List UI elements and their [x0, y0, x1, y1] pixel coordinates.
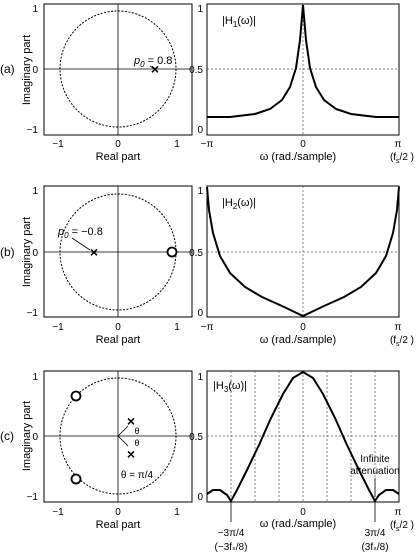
mag-xtick-a-mpi: −π [201, 139, 214, 150]
mag-ytick-c-1: 1 [197, 372, 203, 383]
row-label-c: (c) [0, 429, 14, 443]
pz-ylabel-a: Imaginary part [21, 35, 33, 105]
unit-circle-a [59, 10, 177, 128]
annotation-attenuation: attenuation [350, 466, 400, 477]
mag-title-b: |H2(ω)| [222, 197, 256, 211]
mag-ytick-b-0: 0 [197, 308, 203, 319]
pz-ytick-c-0: 0 [32, 432, 38, 443]
pz-xtick-b-m1: −1 [52, 322, 64, 333]
mag-xtick-c-0: 0 [300, 507, 306, 518]
mag-curve-a [207, 4, 399, 118]
mag-xtick-c-pi: π [395, 507, 402, 518]
pole-annotation-a: p0 = 0.8 [133, 55, 172, 69]
mag-fs-c: (fs/2 ) [390, 520, 414, 533]
unit-circle-c [59, 377, 177, 495]
mag-plot-a: |H1(ω)| 1 0.5 0 −π 0 π ω (rad./sample) (… [189, 3, 414, 165]
mag-ytick-c-05: 0.5 [189, 432, 203, 443]
theta-ray-lower [117, 435, 129, 447]
pz-ytick-a-m1: −1 [27, 125, 39, 136]
pz-xtick-b-0: 0 [115, 322, 121, 333]
zero-marker-c-lower [70, 473, 82, 485]
row-b: (b) × p0 = −0.8 1 0 −1 −1 0 1 Real part … [0, 185, 414, 348]
mag-ytick-a-05: 0.5 [189, 65, 203, 76]
pz-xtick-a-m1: −1 [52, 139, 64, 150]
mag-ytick-b-05: 0.5 [189, 248, 203, 259]
pz-xtick-c-0: 0 [115, 507, 121, 518]
mag-fs-b: (fs/2 ) [390, 335, 414, 348]
mag-plot-b: |H2(ω)| 1 0.5 0 −π 0 π ω (rad./sample) (… [189, 185, 414, 348]
row-a: (a) × p0 = 0.8 1 0 −1 −1 0 1 Real part I… [0, 3, 414, 165]
pz-ylabel-c: Imaginary part [21, 401, 33, 471]
mag-curve-c [206, 370, 400, 503]
theta-label-lower: θ [134, 438, 139, 448]
mag-grid-v-c [230, 371, 376, 502]
row-label-a: (a) [0, 62, 15, 76]
pz-xtick-a-1: 1 [174, 139, 180, 150]
right-mark: 3π/4 [365, 528, 386, 539]
mag-title-c: |H3(ω)| [213, 380, 247, 394]
pz-ytick-a-0: 0 [32, 65, 38, 76]
pole-arrow-a [149, 65, 154, 69]
mag-xtick-b-mpi: −π [201, 322, 214, 333]
pz-ytick-c-1: 1 [32, 372, 38, 383]
row-label-b: (b) [0, 245, 15, 259]
mag-plot-c: |H3(ω)| Infinite attenuation 1 0.5 0 0 ω… [189, 370, 414, 553]
annotation-infinite: Infinite [360, 454, 390, 465]
zero-marker-c-upper [70, 390, 82, 402]
pz-ylabel-b: Imaginary part [21, 217, 33, 287]
pz-plot-a: × p0 = 0.8 1 0 −1 −1 0 1 Real part Imagi… [21, 3, 193, 163]
zero-marker-b [166, 246, 178, 258]
mag-fs-a: (fs/2 ) [390, 152, 414, 165]
pole-marker-c-upper: × [127, 413, 135, 429]
pz-ytick-a-1: 1 [32, 4, 38, 15]
pz-xlabel-a: Real part [96, 151, 141, 163]
pz-plot-c: × × θ θ θ = π/4 1 0 −1 −1 0 1 Real part … [21, 370, 193, 531]
mag-title-a: |H1(ω)| [222, 15, 256, 29]
pole-arrow-b [71, 237, 91, 251]
mag-ytick-b-1: 1 [197, 186, 203, 197]
left-mark-fs: (−3fₛ/8) [215, 542, 248, 553]
pole-marker-c-lower: × [127, 446, 135, 462]
pz-ytick-b-0: 0 [32, 248, 38, 259]
pz-xtick-c-1: 1 [174, 507, 180, 518]
theta-ray-upper [117, 425, 129, 437]
pz-xtick-b-1: 1 [174, 322, 180, 333]
pz-ytick-b-1: 1 [32, 186, 38, 197]
mag-ytick-c-0: 0 [197, 492, 203, 503]
mag-xtick-a-pi: π [395, 139, 402, 150]
pz-ytick-b-m1: −1 [27, 308, 39, 319]
pole-marker-b: × [90, 244, 98, 260]
mag-curve-b [206, 186, 400, 318]
pole-annotation-b: p0 = −0.8 [57, 226, 103, 240]
mag-xtick-b-0: 0 [300, 322, 306, 333]
mag-ytick-a-0: 0 [197, 125, 203, 136]
pole-marker-a: × [151, 61, 159, 77]
row-c: (c) × × θ θ θ = π/4 1 0 −1 −1 0 1 Real p… [0, 370, 414, 553]
pz-xtick-a-0: 0 [115, 139, 121, 150]
right-mark-fs: (3fₛ/8) [361, 542, 388, 553]
mag-xlabel-c: ω (rad./sample) [260, 518, 336, 530]
theta-equation: θ = π/4 [121, 470, 154, 481]
mag-ytick-a-1: 1 [197, 4, 203, 15]
mag-xlabel-a: ω (rad./sample) [260, 151, 336, 163]
pz-xlabel-c: Real part [96, 519, 141, 531]
mag-xlabel-b: ω (rad./sample) [260, 334, 336, 346]
mag-xtick-b-pi: π [395, 322, 402, 333]
theta-label-upper: θ [134, 426, 139, 436]
mag-xtick-a-0: 0 [300, 139, 306, 150]
pz-xtick-c-m1: −1 [52, 507, 64, 518]
left-mark: −3π/4 [218, 528, 245, 539]
pz-plot-b: × p0 = −0.8 1 0 −1 −1 0 1 Real part Imag… [21, 185, 193, 346]
pz-ytick-c-m1: −1 [27, 492, 39, 503]
pz-xlabel-b: Real part [96, 334, 141, 346]
